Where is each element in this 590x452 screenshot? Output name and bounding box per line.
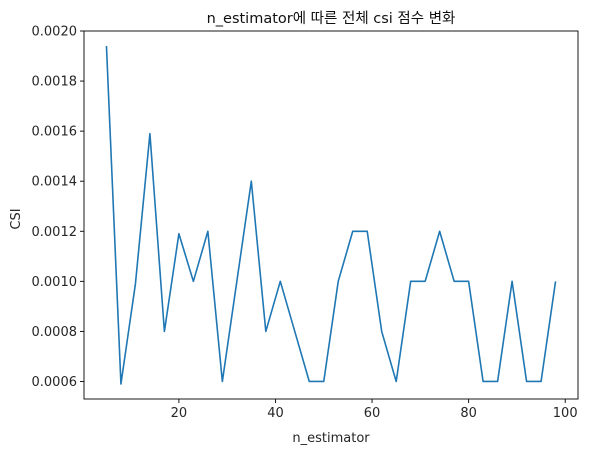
y-tick-label: 0.0012 — [32, 225, 78, 240]
plot-frame — [83, 30, 579, 400]
x-tick-label: 100 — [553, 406, 578, 421]
y-tick-label: 0.0008 — [32, 325, 78, 340]
y-tick-label: 0.0018 — [32, 75, 78, 90]
y-tick-label: 0.0020 — [32, 25, 78, 40]
plot-area: 20 40 60 80 100 0.0006 0.0008 0.0010 0.0012 0.001… — [32, 25, 579, 421]
series-line-0 — [105, 45, 557, 385]
x-tick-label: 60 — [364, 406, 381, 421]
y-tick-label: 0.0014 — [32, 175, 78, 190]
y-axis-label: CSI — [9, 208, 24, 229]
y-tick-label: 0.0016 — [32, 125, 78, 140]
x-tick-label: 80 — [460, 406, 477, 421]
x-tick-label: 20 — [171, 406, 188, 421]
x-tick-label: 40 — [267, 406, 284, 421]
x-axis-label: n_estimator — [292, 431, 370, 446]
chart-title: n_estimator에 따른 전체 csi 점수 변화 — [207, 10, 456, 27]
y-tick-label: 0.0010 — [32, 275, 78, 290]
y-tick-label: 0.0006 — [32, 375, 78, 390]
